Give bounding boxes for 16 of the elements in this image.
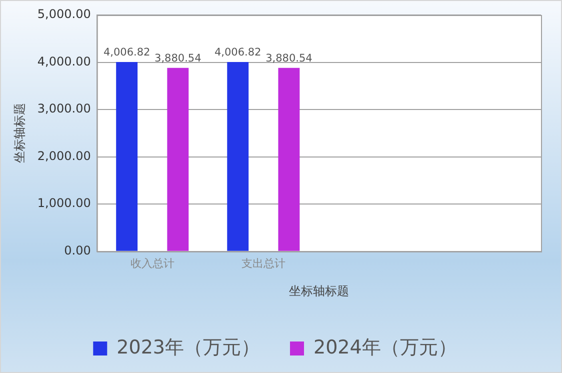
data-label: 3,880.54	[154, 52, 202, 64]
legend-label: 2024年（万元）	[314, 336, 457, 358]
y-tick-label: 2,000.00	[37, 148, 91, 163]
data-label: 3,880.54	[266, 52, 313, 64]
y-tick-label: 5,000.00	[37, 7, 91, 22]
y-tick-label: 4,000.00	[37, 54, 91, 68]
x-tick-label: 支出总计	[241, 256, 286, 270]
y-tick-label: 3,000.00	[37, 102, 91, 116]
y-axis-title: 坐标轴标题	[12, 103, 26, 164]
y-tick-label: 1,000.00	[37, 196, 91, 210]
data-label: 4,006.82	[103, 46, 150, 58]
x-axis-title: 坐标轴标题	[288, 284, 349, 298]
legend-label: 2023年（万元）	[116, 336, 260, 358]
data-label: 4,006.82	[214, 46, 262, 58]
y-tick-label: 0.00	[64, 244, 91, 258]
x-tick-label: 收入总计	[130, 256, 174, 270]
